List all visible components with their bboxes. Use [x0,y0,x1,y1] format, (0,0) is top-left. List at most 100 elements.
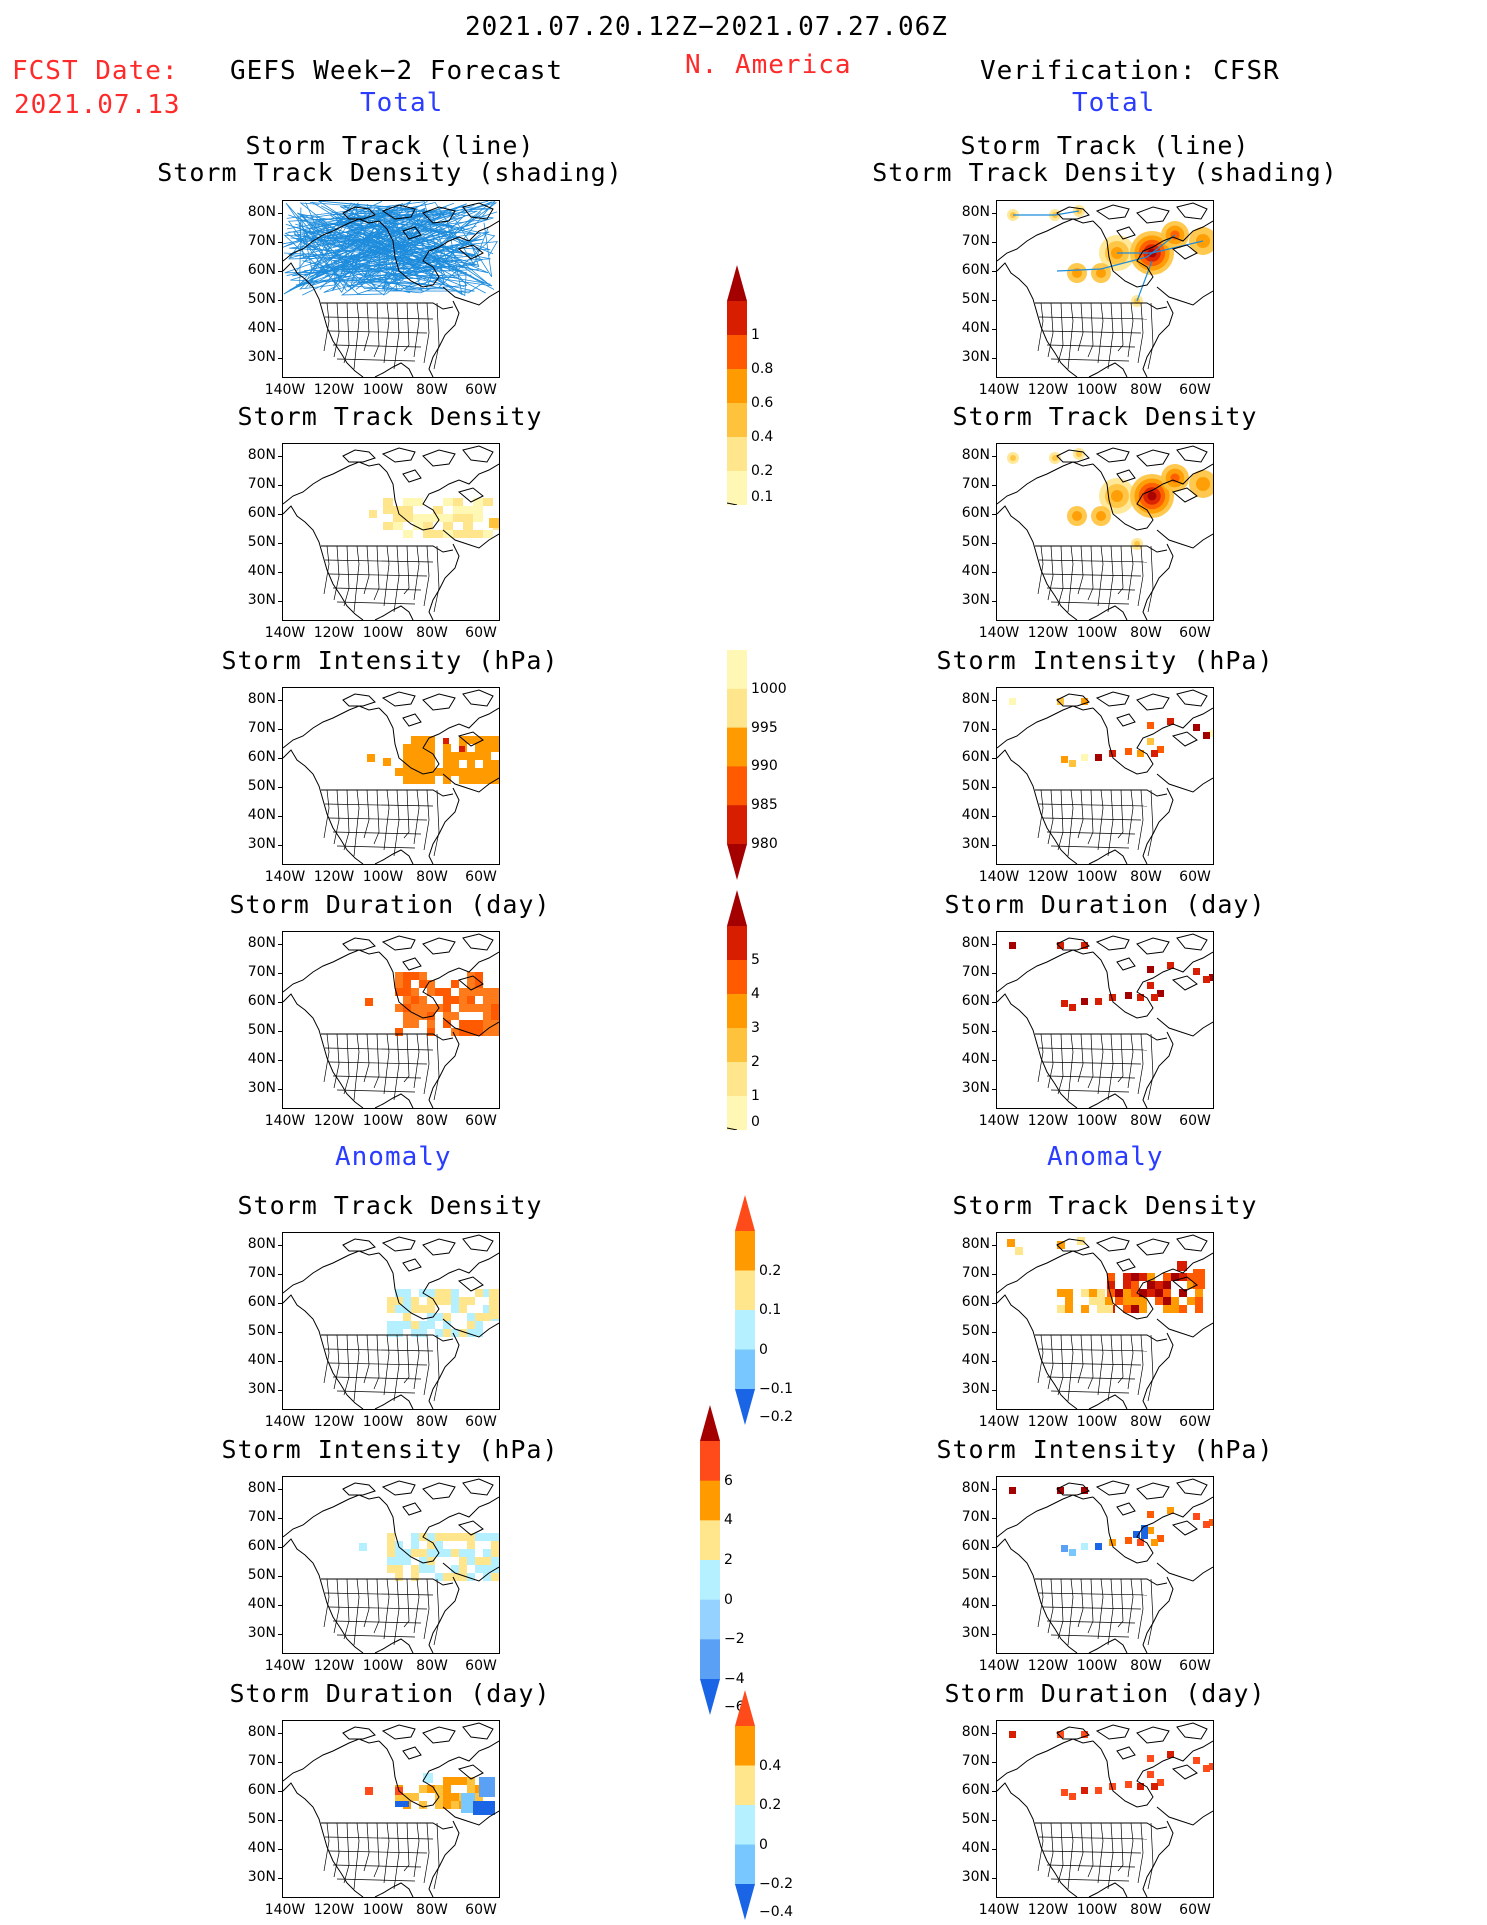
grid-cell [1123,1273,1131,1281]
grid-cell [427,1785,435,1793]
grid-cell [491,736,499,744]
lon-tick-label: 120W [313,1113,355,1129]
colorbar-segment [727,471,747,505]
lat-tick [992,1605,997,1606]
grid-cell [483,760,491,768]
grid-cell [395,1321,403,1329]
colorbar-tip [727,844,747,880]
lat-tick-label: 40N [247,1840,276,1856]
shaded-cells [365,1773,495,1815]
grid-cell [467,1533,475,1541]
grid-cell [451,1012,459,1020]
lon-tick-label: 120W [1027,1658,1069,1674]
grid-cell [491,744,499,752]
lon-tick-label: 100W [362,382,404,398]
grid-cell [1163,1273,1171,1281]
grid-cell [443,768,451,776]
lat-tick-label: 80N [961,691,990,707]
grid-cell [489,518,499,528]
grid-cell [1167,1507,1174,1514]
colorbar-segment [700,1480,720,1521]
lon-tick-label: 100W [1076,869,1118,885]
grid-cell [451,1028,459,1036]
lat-tick-label: 80N [247,1480,276,1496]
grid-cell [403,506,413,514]
grid-cell [427,1549,435,1557]
colorbar-segment [727,301,747,336]
lat-tick [278,1791,283,1792]
colorbar-label: 0.2 [751,463,774,479]
grid-cell [443,514,453,522]
grid-cell [1147,966,1154,973]
grid-cell [427,1321,435,1329]
grid-cell [435,768,443,776]
lon-tick-label: 100W [362,1902,404,1918]
grid-cell [433,506,443,514]
lat-tick-label: 70N [247,1509,276,1525]
grid-cell [475,736,483,744]
lat-tick-label: 60N [961,1782,990,1798]
lat-tick-label: 30N [247,1381,276,1397]
lon-tick-label: 120W [313,869,355,885]
grid-cell [427,980,435,988]
grid-cell [411,1793,419,1801]
verification-panel-title: Storm Track Density [845,403,1365,430]
colorbar-intensity [727,650,747,880]
forecast-map-panel-track [282,200,500,378]
lon-tick-label: 60W [1179,625,1211,641]
grid-cell [1187,1297,1195,1305]
grid-cell [403,1004,411,1012]
grid-cell [1081,942,1088,949]
grid-cell [1057,1241,1065,1249]
lon-tick-label: 120W [313,1414,355,1430]
lon-tick-label: 80W [1130,1414,1162,1430]
lat-tick [278,816,283,817]
lat-tick [992,1489,997,1490]
grid-cell [1167,1751,1174,1758]
lat-tick [992,271,997,272]
grid-cell [491,1533,499,1541]
grid-cell [1123,1297,1131,1305]
grid-cell [1081,1787,1088,1794]
lat-tick [278,242,283,243]
grid-cell [435,1297,443,1305]
grid-cell [475,1321,483,1329]
grid-cell [403,776,411,784]
colorbar-segment [727,805,747,845]
lat-tick-label: 60N [247,993,276,1009]
grid-cell [1147,1281,1155,1289]
colorbar-tip [735,1884,755,1920]
lat-tick [278,787,283,788]
colorbar-segment [735,1231,755,1271]
lon-tick-label: 80W [416,625,448,641]
lat-tick-label: 50N [961,778,990,794]
grid-cell [411,760,419,768]
grid-cell [383,498,393,506]
grid-cell [395,1305,403,1313]
density-blob [1007,452,1019,464]
grid-cell [1203,976,1210,983]
grid-cell [423,514,433,522]
grid-cell [427,752,435,760]
lat-tick [992,1060,997,1061]
map-svg [997,689,1213,864]
grid-cell [443,996,451,1004]
map-svg [283,1722,499,1897]
grid-cell [403,972,411,980]
verification-map-panel-anom_intensity [996,1476,1214,1654]
map-outline [283,1722,499,1897]
lon-tick-label: 60W [1179,1902,1211,1918]
grid-cell [1147,1527,1154,1534]
grid-cell [453,514,463,522]
lat-tick-label: 30N [961,349,990,365]
grid-cell [473,514,483,522]
colorbar-label: 985 [751,797,778,814]
lat-tick-label: 80N [247,1236,276,1252]
colorbar-segment [727,650,747,690]
grid-cell [1061,1789,1068,1796]
colorbar-tip [727,890,747,926]
lat-tick-label: 60N [247,1294,276,1310]
grid-cell [395,1297,403,1305]
grid-cell [459,996,467,1004]
lat-tick [992,543,997,544]
